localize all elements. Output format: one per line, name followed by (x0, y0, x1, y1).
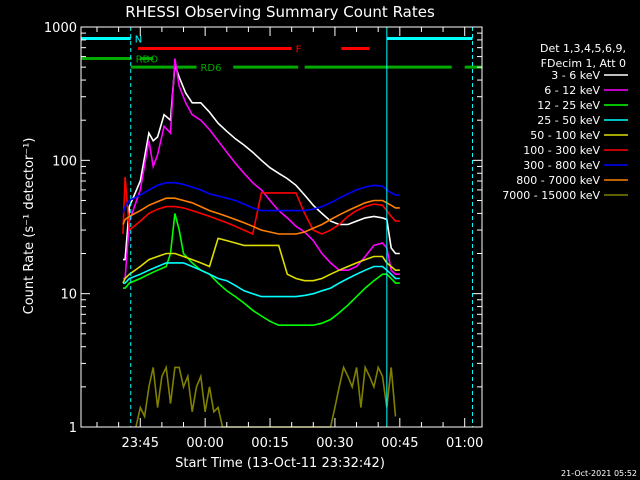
legend-label-6-12-kev: 6 - 12 keV (544, 84, 600, 97)
y-axis-label: Count Rate (s⁻¹ detector⁻¹) (22, 138, 37, 315)
x-tick-label: 00:00 (186, 436, 223, 451)
series-6-12-kev-line (123, 58, 400, 280)
legend-label-800-7000-kev: 800 - 7000 keV (516, 174, 600, 187)
flag-f-label: F (296, 44, 302, 55)
legend-label-100-300-kev: 100 - 300 keV (523, 144, 600, 157)
legend: Det 1,3,4,5,6,9, FDecim 1, Att 03 - 6 keV… (502, 42, 628, 202)
legend-label-12-25-kev: 12 - 25 keV (537, 99, 600, 112)
x-tick-label: 00:15 (251, 436, 288, 451)
flag-bars: N F RDO RD6 (81, 34, 482, 74)
legend-label-50-100-kev: 50 - 100 keV (530, 129, 600, 142)
y-tick-label: 100 (52, 154, 77, 169)
plot-frame (80, 26, 483, 428)
x-tick-label: 01:00 (446, 436, 483, 451)
legend-label-3-6-kev: 3 - 6 keV (551, 69, 600, 82)
series-300-800-kev-line (122, 181, 400, 214)
x-tick-label: 00:30 (316, 436, 353, 451)
series-100-300-kev-line (122, 176, 400, 236)
y-tick-label: 10 (60, 288, 77, 303)
legend-header-line: FDecim 1, Att 0 (541, 57, 626, 70)
legend-label-7000-15000-kev: 7000 - 15000 keV (502, 189, 600, 202)
series-50-100-kev-line (122, 237, 400, 284)
flag-n-label: N (135, 34, 142, 45)
axes: 1 10 100 1000 23:45 00:00 00:15 00:30 00:45 01:00 (44, 21, 484, 451)
legend-label-300-800-kev: 300 - 800 keV (523, 159, 600, 172)
series-12-25-kev-line (123, 213, 400, 326)
series-25-50-kev-line (123, 262, 400, 298)
series-800-7000-kev-line (122, 197, 400, 235)
x-tick-label: 23:45 (122, 436, 159, 451)
flag-rdo-label: RDO (136, 55, 159, 66)
legend-header-line: Det 1,3,4,5,6,9, (540, 42, 626, 55)
series-group (122, 58, 400, 428)
chart-title: RHESSI Observing Summary Count Rates (125, 3, 435, 21)
x-tick-label: 00:45 (381, 436, 418, 451)
footer-timestamp: 21-Oct-2021 05:52 (561, 469, 637, 478)
series-7000-15000-kev-line (135, 364, 397, 428)
series-3-6-kev-line (123, 64, 400, 261)
y-tick-label: 1 (69, 421, 77, 436)
legend-label-25-50-kev: 25 - 50 keV (537, 114, 600, 127)
x-axis-label: Start Time (13-Oct-11 23:32:42) (175, 456, 385, 471)
flag-rd6-label: RD6 (200, 63, 221, 74)
y-tick-label: 1000 (44, 21, 77, 36)
vertical-markers (80, 27, 473, 427)
